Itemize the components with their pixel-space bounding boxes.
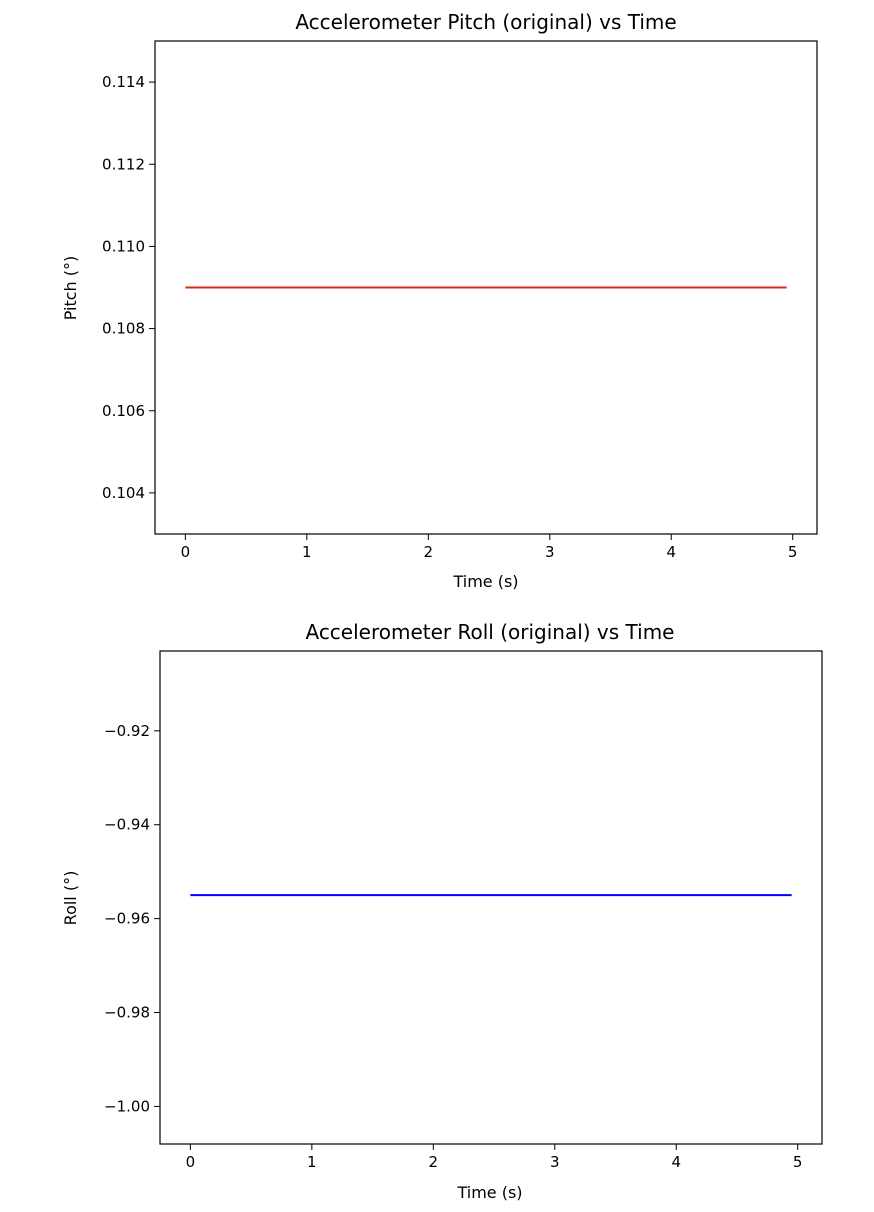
pitch-x-tick-label: 5 bbox=[788, 543, 798, 561]
roll-x-axis-label: Time (s) bbox=[456, 1183, 522, 1202]
roll-y-tick-label: −0.98 bbox=[104, 1004, 150, 1022]
roll-chart-title: Accelerometer Roll (original) vs Time bbox=[305, 620, 674, 644]
roll-x-tick-label: 5 bbox=[793, 1153, 803, 1171]
roll-y-axis-label: Roll (°) bbox=[61, 871, 80, 926]
pitch-x-tick-label: 0 bbox=[181, 543, 191, 561]
pitch-x-ticks: 0 1 2 3 4 5 bbox=[181, 534, 798, 561]
roll-x-tick-label: 4 bbox=[671, 1153, 681, 1171]
roll-y-ticks: −1.00 −0.98 −0.96 −0.94 −0.92 bbox=[104, 722, 160, 1115]
roll-chart: Accelerometer Roll (original) vs Time 0 1… bbox=[61, 620, 823, 1202]
roll-x-tick-label: 3 bbox=[550, 1153, 560, 1171]
roll-x-tick-label: 2 bbox=[429, 1153, 439, 1171]
roll-plot-area bbox=[159, 650, 823, 1145]
pitch-y-axis-label: Pitch (°) bbox=[61, 256, 80, 321]
pitch-x-axis-label: Time (s) bbox=[452, 572, 518, 591]
pitch-chart-title: Accelerometer Pitch (original) vs Time bbox=[295, 10, 676, 34]
roll-y-tick-label: −0.94 bbox=[104, 816, 150, 834]
pitch-x-tick-label: 1 bbox=[302, 543, 312, 561]
pitch-y-tick-label: 0.106 bbox=[102, 402, 145, 420]
roll-x-tick-label: 0 bbox=[186, 1153, 196, 1171]
pitch-y-tick-label: 0.104 bbox=[102, 484, 145, 502]
pitch-chart: Accelerometer Pitch (original) vs Time 0… bbox=[61, 10, 818, 591]
roll-y-tick-label: −0.92 bbox=[104, 722, 150, 740]
pitch-x-tick-label: 3 bbox=[545, 543, 555, 561]
roll-y-tick-label: −1.00 bbox=[104, 1097, 150, 1115]
pitch-y-tick-label: 0.114 bbox=[102, 73, 145, 91]
pitch-y-tick-label: 0.112 bbox=[102, 155, 145, 173]
pitch-x-tick-label: 2 bbox=[424, 543, 434, 561]
pitch-x-tick-label: 4 bbox=[666, 543, 676, 561]
roll-x-ticks: 0 1 2 3 4 5 bbox=[186, 1144, 803, 1171]
pitch-y-ticks: 0.104 0.106 0.108 0.110 0.112 0.114 bbox=[102, 73, 155, 502]
pitch-y-tick-label: 0.110 bbox=[102, 237, 145, 255]
pitch-plot-area bbox=[154, 40, 818, 535]
roll-y-tick-label: −0.96 bbox=[104, 910, 150, 928]
roll-x-tick-label: 1 bbox=[307, 1153, 317, 1171]
pitch-y-tick-label: 0.108 bbox=[102, 320, 145, 338]
